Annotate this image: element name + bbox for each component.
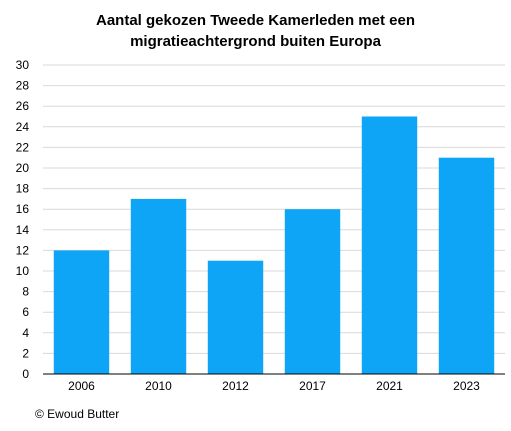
- gridlines: [43, 64, 505, 354]
- x-tick-label: 2021: [376, 379, 403, 393]
- y-tick-label: 24: [16, 120, 30, 134]
- bar-2021: [361, 116, 418, 374]
- chart-title-line-2: migratieachtergrond buiten Europa: [130, 33, 381, 50]
- bar-2006: [53, 250, 110, 374]
- y-tick-label: 16: [16, 202, 30, 216]
- x-tick-label: 2010: [145, 379, 172, 393]
- x-tick-label: 2006: [68, 379, 95, 393]
- chart-title-line-1: Aantal gekozen Tweede Kamerleden met een: [96, 12, 415, 29]
- x-tick-label: 2012: [222, 379, 249, 393]
- y-tick-label: 22: [16, 140, 30, 154]
- bars: [53, 116, 495, 374]
- y-tick-label: 10: [16, 264, 30, 278]
- y-tick-label: 14: [16, 223, 30, 237]
- copyright-credit: © Ewoud Butter: [35, 407, 120, 421]
- x-axis-ticks: 2006 2010 2012 2017 2021 2023: [68, 379, 480, 393]
- y-tick-label: 20: [16, 161, 30, 175]
- chart-title: Aantal gekozen Tweede Kamerleden met een…: [0, 10, 511, 52]
- bar-2012: [207, 260, 264, 374]
- bar-2023: [438, 157, 495, 374]
- y-tick-label: 18: [16, 182, 30, 196]
- y-tick-label: 28: [16, 79, 30, 93]
- bar-2010: [130, 198, 187, 374]
- x-tick-label: 2023: [453, 379, 480, 393]
- y-tick-label: 30: [16, 58, 30, 72]
- y-tick-label: 0: [22, 367, 29, 381]
- y-tick-label: 4: [22, 326, 29, 340]
- bar-2017: [284, 209, 341, 374]
- y-tick-label: 2: [22, 346, 29, 360]
- y-tick-label: 12: [16, 243, 30, 257]
- x-tick-label: 2017: [299, 379, 326, 393]
- y-tick-label: 26: [16, 99, 30, 113]
- y-tick-label: 8: [22, 285, 29, 299]
- y-tick-label: 6: [22, 305, 29, 319]
